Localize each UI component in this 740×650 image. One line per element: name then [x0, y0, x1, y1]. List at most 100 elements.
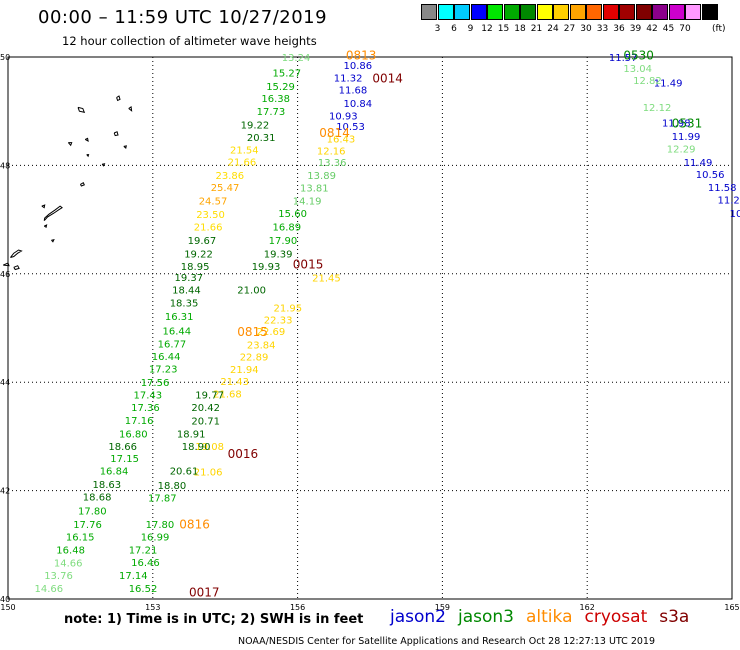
wave-height-value: 15.29 [266, 82, 295, 93]
wave-height-value: 17.15 [110, 454, 139, 465]
legend-swatch [586, 4, 602, 20]
wave-height-value: 10.49 [730, 209, 740, 220]
wave-height-value: 16.84 [100, 466, 129, 477]
wave-height-value: 13.36 [318, 158, 347, 169]
wave-height-value: 22.89 [240, 353, 269, 364]
axis-ticks: 150 153 156 159 162 165 50 48 46 44 42 40 [0, 53, 740, 612]
wave-height-value: 13.76 [44, 571, 73, 582]
wave-height-value: 16.80 [119, 430, 148, 441]
legend-swatch [536, 4, 553, 20]
wave-height-value: 18.95 [181, 262, 210, 273]
wave-height-value: 18.35 [170, 298, 199, 309]
wave-height-value: 10.84 [344, 99, 373, 110]
island-outline [10, 249, 23, 258]
wave-height-value: 16.44 [163, 327, 192, 338]
wave-height-value: 23.84 [247, 341, 276, 352]
wave-height-value: 21.00 [237, 285, 266, 296]
wave-height-value: 18.68 [83, 492, 112, 503]
wave-height-value: 10.86 [344, 61, 373, 72]
satellite-key-altika: altika [526, 607, 573, 627]
wave-height-value: 17.16 [125, 416, 154, 427]
wave-height-value: 13.81 [300, 183, 329, 194]
island-outline [2, 262, 10, 267]
wave-height-value: 17.21 [129, 546, 158, 557]
wave-height-value: 18.90 [182, 442, 211, 453]
wave-height-value: 11.23 [718, 195, 740, 206]
legend-swatch [470, 4, 487, 20]
footer-note: note: 1) Time is in UTC; 2) SWH is in fe… [64, 612, 364, 627]
island-outline [123, 145, 127, 150]
wave-height-value: 14.19 [293, 196, 322, 207]
longitude-tick-label: 153 [145, 603, 160, 612]
legend-swatch [421, 4, 437, 20]
wave-height-value: 21.66 [228, 157, 257, 168]
wave-height-value: 19.39 [264, 250, 293, 261]
legend-swatch [503, 4, 520, 20]
island-outline [113, 131, 119, 137]
wave-height-value: 21.66 [194, 222, 223, 233]
legend-label: 70 [679, 24, 691, 34]
island-outline [79, 181, 85, 187]
legend-swatch [454, 4, 470, 20]
wave-height-value: 19.67 [188, 236, 217, 247]
wave-height-value: 19.22 [241, 121, 270, 132]
wave-height-value: 21.06 [194, 467, 223, 478]
legend-swatch [520, 4, 536, 20]
legend-label: 15 [497, 24, 510, 34]
island-outline [41, 204, 46, 209]
wave-height-value: 21.68 [213, 389, 242, 400]
island-outline [128, 106, 133, 112]
wave-height-value: 14.66 [35, 584, 64, 595]
pass-time-label: 0014 [372, 72, 403, 86]
wave-height-value: 24.57 [199, 196, 228, 207]
wave-height-value: 20.61 [170, 466, 199, 477]
legend-unit: (ft) [712, 24, 726, 34]
pass-time-label: 0530 [623, 49, 654, 63]
pass-time-label: 0815 [237, 325, 268, 339]
wave-height-value: 18.80 [158, 481, 187, 492]
wave-height-value: 10.53 [336, 122, 365, 133]
wave-height-value: 20.42 [191, 403, 220, 414]
legend-swatch [685, 4, 701, 20]
wave-height-value: 15.60 [278, 209, 307, 220]
wave-height-value: 19.37 [175, 273, 204, 284]
legend-swatch [619, 4, 635, 20]
wave-height-value: 10.93 [329, 111, 358, 122]
legend-label: 12 [481, 24, 493, 34]
wave-height-value: 17.90 [269, 236, 298, 247]
island-outline [84, 137, 89, 142]
wave-height-value: 19.08 [195, 442, 224, 453]
longitude-tick-label: 150 [0, 603, 15, 612]
wave-height-value: 12.82 [633, 76, 662, 87]
legend-label: 30 [580, 24, 592, 34]
satellite-key-cryosat: cryosat [584, 607, 648, 627]
wave-height-value: 16.48 [56, 546, 85, 557]
wave-height-value: 17.76 [73, 520, 102, 531]
wave-height-value: 20.31 [247, 133, 276, 144]
wave-height-value: 10.56 [696, 170, 725, 181]
wave-height-value: 21.94 [230, 365, 259, 376]
wave-height-value: 17.73 [257, 107, 286, 118]
wave-height-value: 16.52 [129, 584, 158, 595]
legend-label: 27 [563, 24, 576, 34]
wave-height-value: 21.45 [312, 273, 341, 284]
wave-height-value: 19.93 [252, 262, 281, 273]
wave-height-value: 23.50 [196, 210, 225, 221]
legend-label: 36 [613, 24, 625, 34]
wave-height-value: 17.43 [134, 391, 163, 402]
wave-height-value: 16.15 [66, 533, 95, 544]
wave-height-value: 16.89 [273, 222, 302, 233]
wave-height-value: 22.33 [264, 316, 293, 327]
wave-height-value: 11.99 [672, 132, 701, 143]
island-outline [67, 142, 73, 147]
legend-label: 3 [434, 24, 441, 34]
pass-time-label: 0015 [293, 257, 324, 271]
legend-label: 9 [467, 24, 474, 34]
satellite-key-jason3: jason3 [458, 607, 514, 627]
wave-height-value: 17.80 [146, 520, 175, 531]
wave-height-value: 18.63 [93, 480, 122, 491]
wave-height-value: 16.38 [261, 94, 290, 105]
wave-height-value: 17.56 [141, 378, 170, 389]
plot-frame [7, 56, 733, 600]
